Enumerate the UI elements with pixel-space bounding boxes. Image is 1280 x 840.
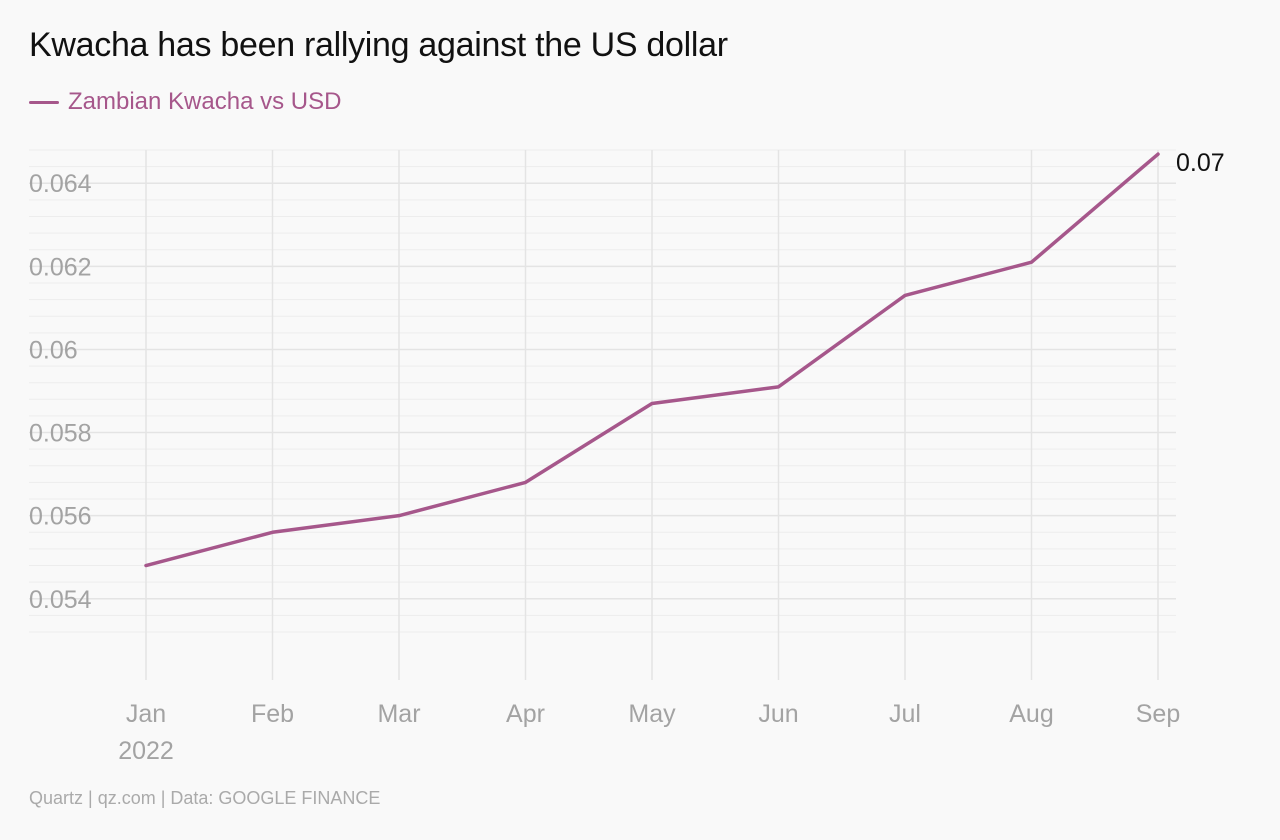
x-tick-label: Jun <box>758 700 798 728</box>
data-point <box>271 530 275 534</box>
x-tick-label: Jan <box>126 700 166 728</box>
x-tick-label: Aug <box>1009 700 1053 728</box>
data-point <box>1156 152 1160 156</box>
x-tick-label: Mar <box>377 700 420 728</box>
x-tick-label: Jul <box>889 700 921 728</box>
x-tick-label: Apr <box>506 700 545 728</box>
source-footer: Quartz | qz.com | Data: GOOGLE FINANCE <box>29 788 381 808</box>
x-tick-label: Sep <box>1136 700 1180 728</box>
y-tick-label: 0.06 <box>29 336 78 364</box>
y-tick-label: 0.058 <box>29 420 92 448</box>
data-point <box>777 385 781 389</box>
chart-title: Kwacha has been rallying against the US … <box>29 26 728 64</box>
series-line <box>144 152 1160 568</box>
y-tick-label: 0.056 <box>29 503 92 531</box>
y-tick-label: 0.062 <box>29 253 92 281</box>
legend-label: Zambian Kwacha vs USD <box>68 88 342 115</box>
x-tick-sublabel: 2022 <box>118 737 174 765</box>
y-tick-label: 0.054 <box>29 586 92 614</box>
end-value-label: 0.07 <box>1176 149 1225 177</box>
data-point <box>144 564 148 568</box>
legend-swatch <box>29 100 59 104</box>
data-point <box>650 401 654 405</box>
data-point <box>397 514 401 518</box>
x-tick-label: Feb <box>251 700 294 728</box>
data-point <box>1030 260 1034 264</box>
x-tick-label: May <box>628 700 676 728</box>
legend: Zambian Kwacha vs USD <box>29 88 341 116</box>
data-point <box>903 293 907 297</box>
y-tick-label: 0.064 <box>29 170 92 198</box>
data-point <box>524 480 528 484</box>
